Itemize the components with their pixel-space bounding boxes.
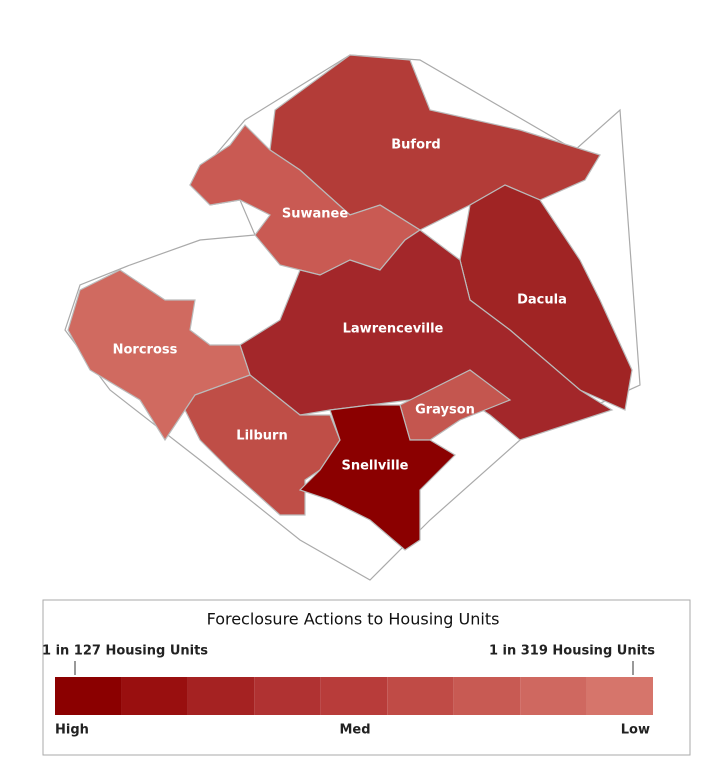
legend-swatch bbox=[320, 677, 388, 715]
region-label: Suwanee bbox=[282, 207, 348, 222]
region bbox=[184, 374, 341, 516]
region-label: Lawrenceville bbox=[343, 322, 444, 337]
legend-swatch bbox=[55, 677, 122, 715]
legend-swatches bbox=[55, 677, 653, 715]
region-label: Lilburn bbox=[236, 429, 287, 444]
region-labels: Buford Suwanee Dacula Lawrenceville Norcross… bbox=[113, 138, 567, 474]
legend-right-label: 1 in 319 Housing Units bbox=[489, 644, 655, 659]
legend-swatch bbox=[453, 677, 521, 715]
legend-left-label: 1 in 127 Housing Units bbox=[42, 644, 208, 659]
legend-swatch bbox=[520, 677, 587, 715]
region bbox=[298, 404, 456, 551]
legend-swatch bbox=[387, 677, 454, 715]
legend-med: Med bbox=[339, 723, 370, 738]
legend-swatch bbox=[586, 677, 653, 715]
region-label: Grayson bbox=[415, 403, 475, 418]
legend-low: Low bbox=[621, 723, 650, 738]
legend-high: High bbox=[55, 723, 89, 738]
legend-title: Foreclosure Actions to Housing Units bbox=[207, 610, 500, 629]
region-label: Norcross bbox=[113, 343, 178, 358]
region-label: Dacula bbox=[517, 293, 567, 308]
legend-swatch bbox=[121, 677, 188, 715]
legend-swatch bbox=[187, 677, 255, 715]
regions bbox=[67, 54, 633, 551]
legend-swatch bbox=[254, 677, 321, 715]
region-label: Buford bbox=[391, 138, 440, 153]
region-label: Snellville bbox=[341, 459, 408, 474]
